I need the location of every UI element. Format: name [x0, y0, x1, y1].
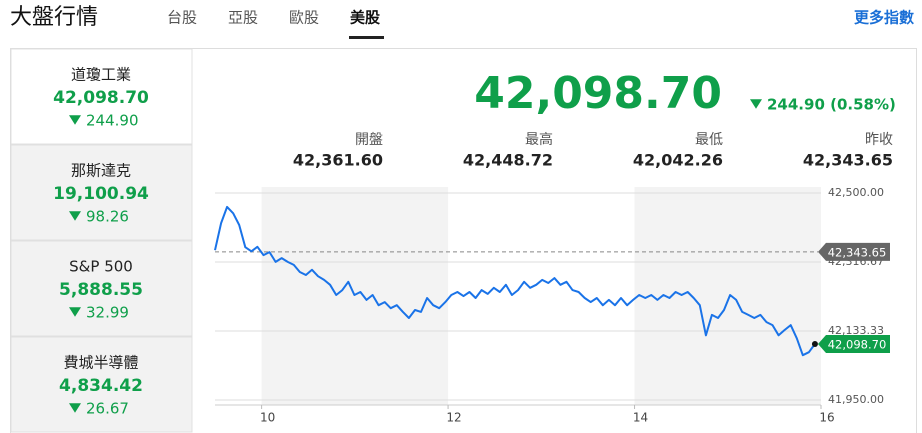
index-change: 32.99 — [86, 304, 129, 322]
stat-value: 42,361.60 — [293, 151, 383, 170]
index-name: 道瓊工業 — [71, 66, 131, 84]
index-item[interactable] — [10, 240, 193, 337]
x-tick-label: 10 — [260, 411, 275, 425]
tab[interactable]: 亞股 — [228, 9, 258, 27]
stat-label: 昨收 — [865, 132, 893, 148]
x-tick-label: 14 — [633, 411, 648, 425]
page-title: 大盤行情 — [10, 5, 98, 30]
index-item[interactable] — [10, 144, 193, 241]
last-price-label-bg — [818, 335, 890, 354]
down-arrow — [69, 403, 81, 413]
index-change: 244.90 — [86, 112, 139, 130]
y-tick-label: 42,133.33 — [828, 324, 884, 337]
index-name: 費城半導體 — [63, 354, 138, 372]
price: 42,098.70 — [474, 68, 722, 119]
last-point — [811, 341, 818, 348]
stat-label: 最高 — [525, 131, 553, 148]
more-link[interactable]: 更多指數 — [854, 9, 914, 27]
index-value: 42,098.70 — [53, 88, 149, 108]
reference-label: 42,343.65 — [828, 245, 887, 259]
tab[interactable]: 歐股 — [289, 9, 319, 27]
down-arrow — [69, 307, 81, 317]
x-tick-label: 12 — [446, 411, 461, 425]
index-item[interactable] — [10, 48, 193, 145]
down-arrow — [750, 99, 762, 109]
stat-label: 最低 — [695, 132, 723, 148]
x-tick-label: 16 — [819, 411, 834, 425]
tab-underline — [349, 36, 384, 39]
price-line — [214, 205, 816, 357]
index-value: 5,888.55 — [59, 280, 143, 300]
session-band — [261, 187, 449, 405]
tab[interactable]: 美股 — [350, 9, 381, 27]
y-tick-label: 42,500.00 — [828, 186, 884, 199]
index-change: 98.26 — [86, 208, 129, 226]
stat-label: 開盤 — [355, 132, 383, 148]
reference-label-bg — [818, 242, 890, 261]
tab[interactable]: 台股 — [167, 9, 197, 27]
index-name: 那斯達克 — [71, 162, 131, 180]
price-change: 244.90 (0.58%) — [767, 96, 896, 114]
index-value: 19,100.94 — [53, 184, 149, 204]
stat-value: 42,343.65 — [803, 151, 893, 170]
index-name: S&P 500 — [69, 258, 133, 276]
stat-value: 42,042.26 — [633, 151, 723, 170]
down-arrow — [69, 211, 81, 221]
index-item[interactable] — [10, 336, 193, 433]
y-tick-label: 41,950.00 — [828, 393, 884, 406]
stat-value: 42,448.72 — [463, 151, 553, 170]
index-change: 26.67 — [86, 400, 129, 418]
index-value: 4,834.42 — [59, 376, 143, 396]
down-arrow — [69, 115, 81, 125]
last-price-label: 42,098.70 — [828, 338, 887, 352]
